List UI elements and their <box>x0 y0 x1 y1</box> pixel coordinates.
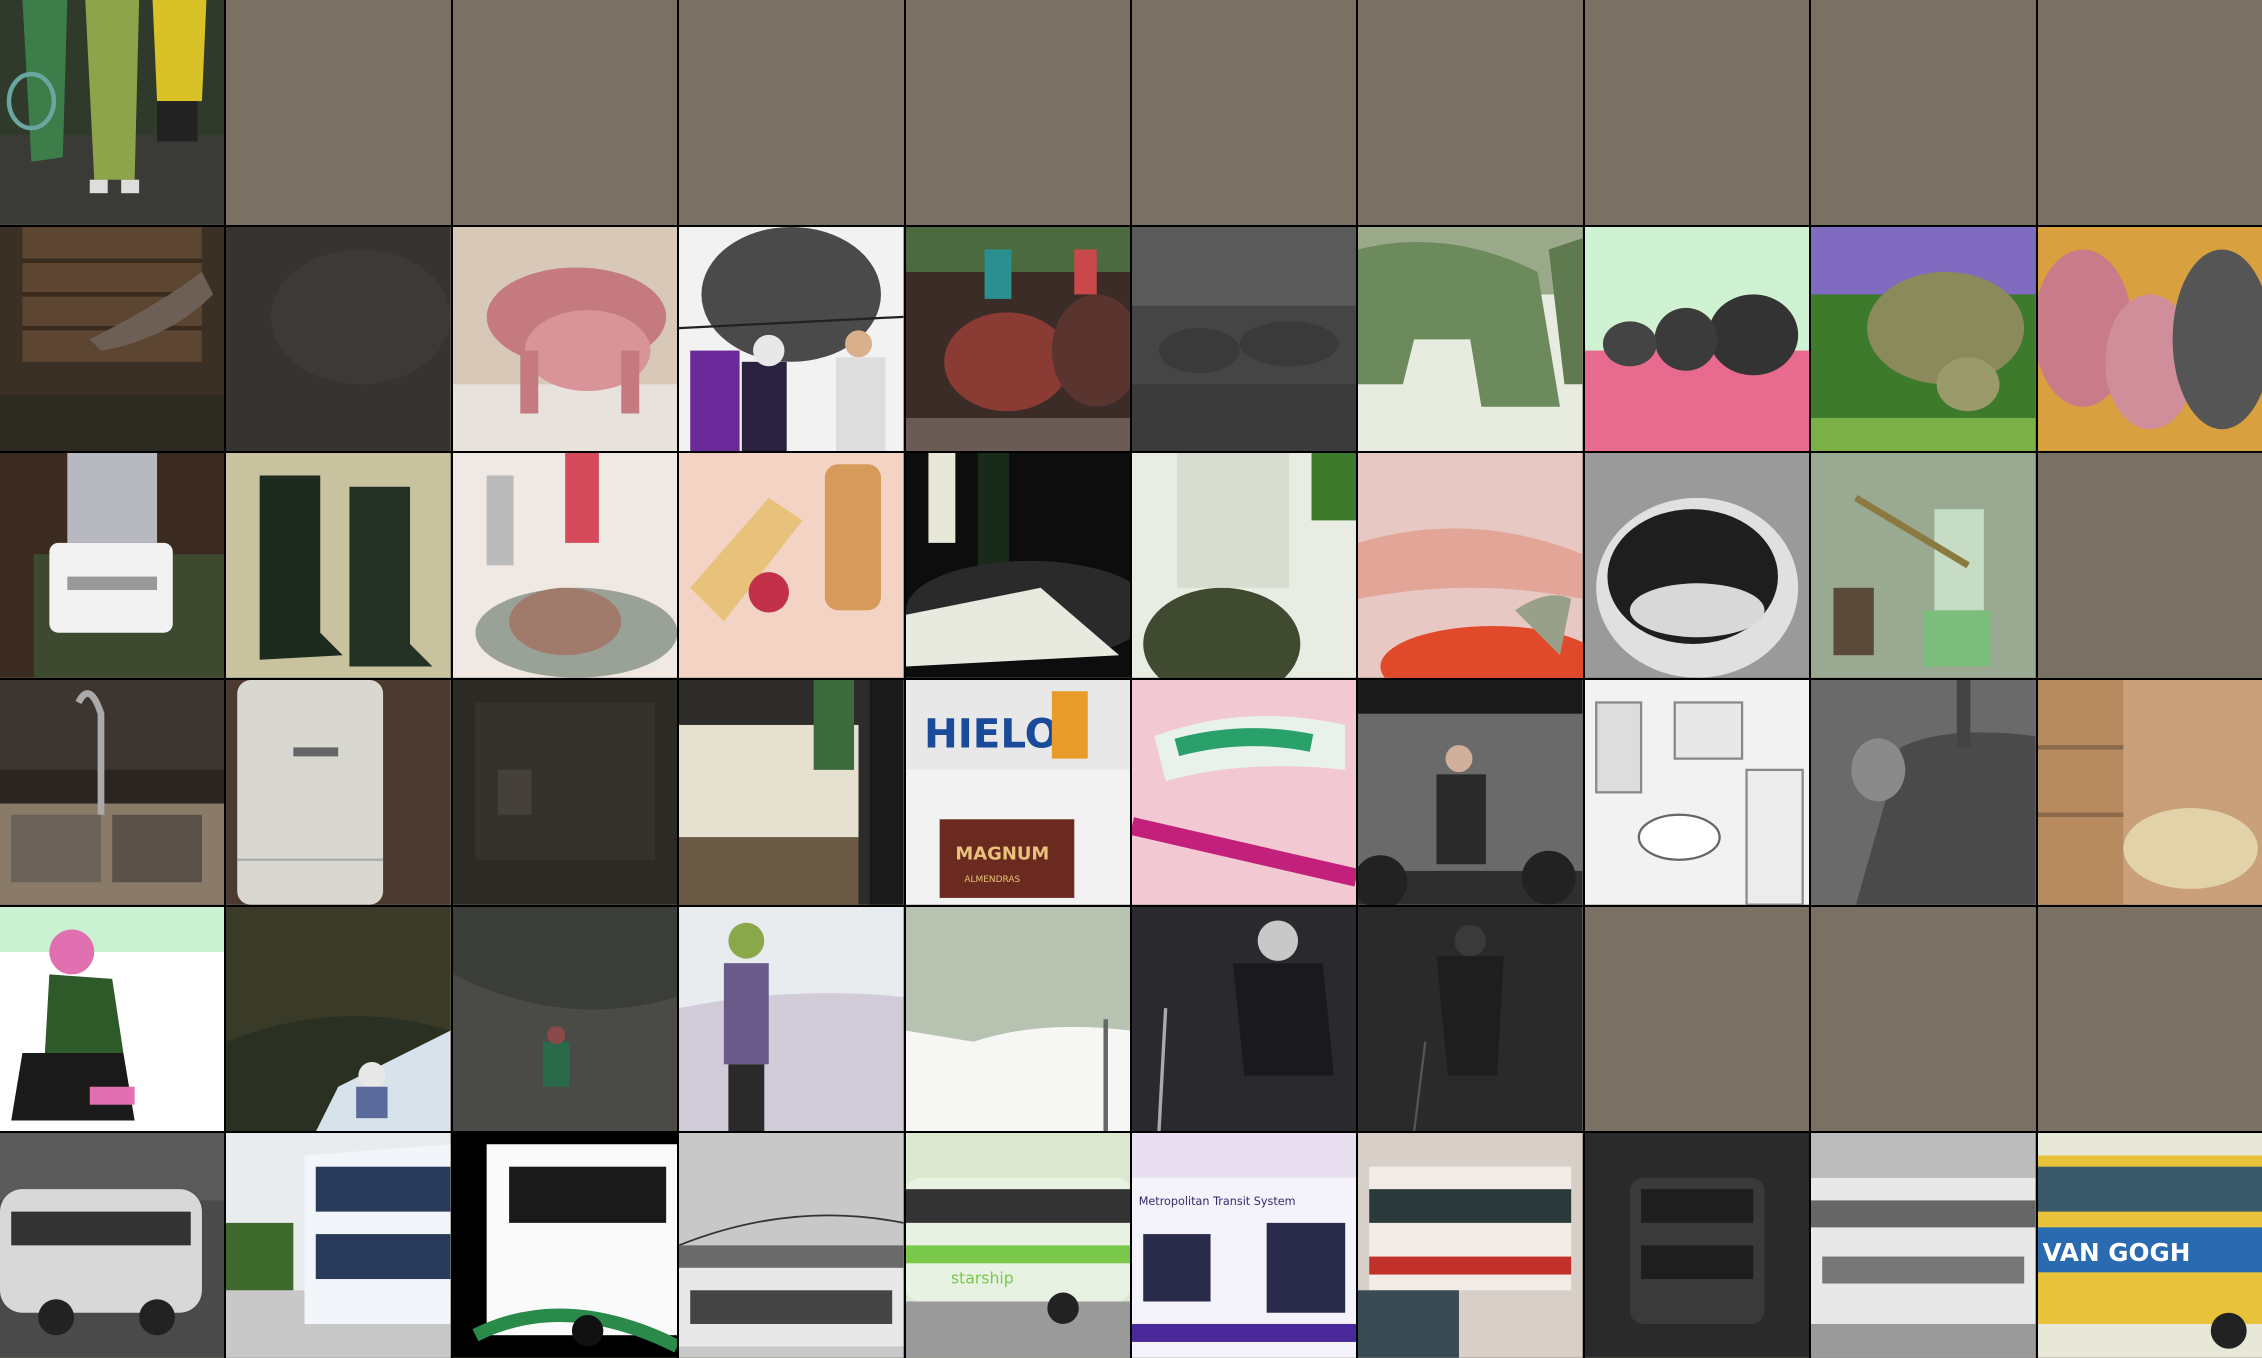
tile-elephant-riders <box>905 226 1130 452</box>
van-gogh-text: VAN GOGH <box>2042 1238 2190 1267</box>
tile-placeholder <box>2037 906 2262 1132</box>
tile-skier-dark <box>1131 906 1357 1132</box>
tile-hielo-freezer: HIELO MAGNUM ALMENDRAS <box>905 680 1130 905</box>
tile-elephant-mother-calf <box>1811 226 2036 452</box>
tile-elephant-dark <box>226 226 451 452</box>
tile-snowboarder <box>0 906 225 1132</box>
tile-bus-gray <box>0 1133 225 1358</box>
tile-placeholder <box>1584 0 1810 225</box>
tile-placeholder <box>679 0 904 225</box>
tile-metro-bus: Metropolitan Transit System <box>1131 1133 1357 1358</box>
tile-bus-contrast <box>452 1133 678 1358</box>
tile-cake-table <box>452 453 678 678</box>
tile-tennis-kids <box>0 0 225 225</box>
tile-skier-green-face <box>679 906 904 1132</box>
hielo-sign: HIELO <box>924 709 1059 757</box>
metro-bus-side-text: Metropolitan Transit System <box>1139 1195 1296 1208</box>
tile-city-night-line <box>1811 1133 2036 1358</box>
tile-toothpaste <box>1131 680 1357 905</box>
tile-elephants-closeup-group <box>2037 226 2262 452</box>
tile-skier-silhouette <box>1358 906 1583 1132</box>
tile-placeholder <box>1131 0 1357 225</box>
tile-elephant-legs-green <box>1358 226 1583 452</box>
tile-elephants-pink-grass <box>1584 226 1810 452</box>
tile-bathroom-sink-shelf <box>2037 680 2262 905</box>
magnum-box-label: MAGNUM <box>955 844 1049 865</box>
tile-placeholder <box>1811 906 2036 1132</box>
tile-bottles-table <box>905 453 1130 678</box>
tile-placeholder <box>905 0 1130 225</box>
tile-placeholder <box>1584 906 1810 1132</box>
tile-toy-figures <box>1811 453 2036 678</box>
tile-dog-in-car <box>1811 680 2036 905</box>
tile-placeholder <box>226 0 451 225</box>
tile-red-white-bus <box>1358 1133 1583 1358</box>
tile-placeholder <box>452 0 678 225</box>
tile-elephants-gray-herd <box>1131 226 1357 452</box>
starship-label: starship <box>950 1269 1013 1288</box>
tile-placeholder <box>1811 0 2036 225</box>
tile-trolleybus-bw <box>679 1133 904 1358</box>
tile-skier-dim <box>452 906 678 1132</box>
tile-dark-room <box>452 680 678 905</box>
tile-snowy-forest <box>905 906 1130 1132</box>
tile-sandwich-drink <box>679 453 904 678</box>
tile-bus-starship: starship <box>905 1133 1130 1358</box>
tile-rain-boots <box>226 453 451 678</box>
tile-placeholder <box>1358 0 1583 225</box>
tile-bread-bw <box>1584 453 1810 678</box>
tile-hand-bowl <box>1358 453 1583 678</box>
magnum-box-sublabel: ALMENDRAS <box>964 875 1020 885</box>
tile-kitchen-sink <box>0 680 225 905</box>
tile-double-decker-bus <box>226 1133 451 1358</box>
tile-double-decker-dark <box>1584 1133 1810 1358</box>
tile-tv-speaker <box>1358 680 1583 905</box>
tile-cup-closeup <box>1131 453 1357 678</box>
tile-elephants-pink <box>452 226 678 452</box>
tile-elephant-people <box>679 226 904 452</box>
tile-skier-trees <box>226 906 451 1132</box>
tile-appliance-counter <box>679 680 904 905</box>
tile-placeholder <box>2037 453 2262 678</box>
tile-elephant-trunk-barn <box>0 226 225 452</box>
tile-fridge <box>226 680 451 905</box>
tile-placeholder <box>2037 0 2262 225</box>
tile-van-gogh-bus: VAN GOGH <box>2037 1133 2262 1358</box>
tile-bathroom-toilet <box>1584 680 1810 905</box>
tile-blender <box>0 453 225 678</box>
